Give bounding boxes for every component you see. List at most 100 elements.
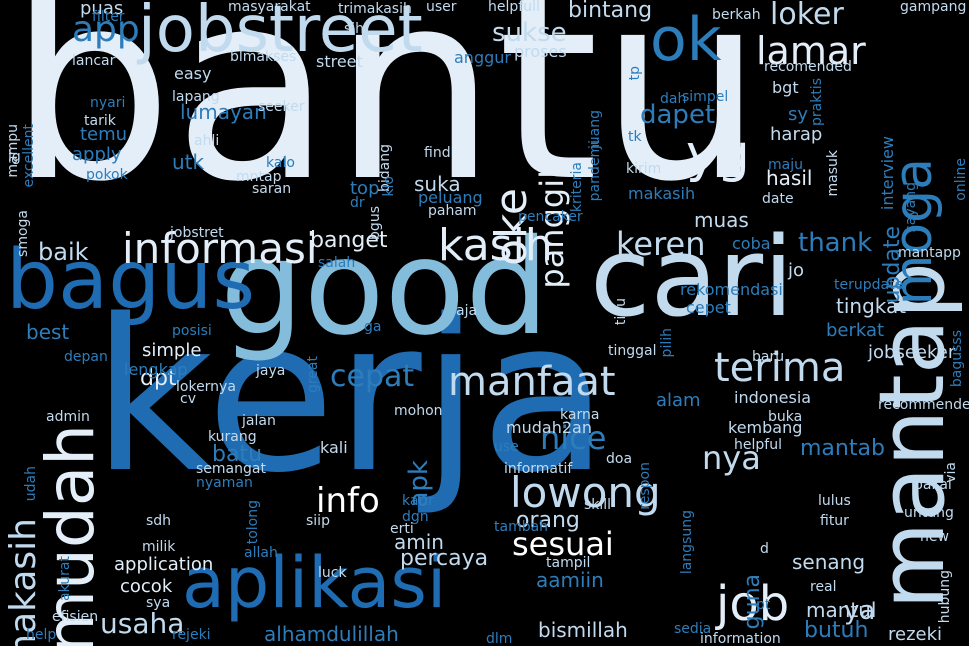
- word-jaya: jaya: [256, 363, 286, 379]
- word-find: find: [424, 145, 451, 161]
- word-senang: senang: [792, 550, 866, 574]
- word-indonesia: indonesia: [734, 388, 812, 407]
- word-untung: untung: [904, 505, 954, 521]
- word-new: new: [920, 529, 949, 545]
- word-juang: juang: [587, 110, 603, 150]
- word-bagus: bagus: [6, 233, 256, 328]
- word-maju: maju: [768, 157, 803, 173]
- word-sayang: sayang: [903, 182, 919, 233]
- word-masuk: masuk: [825, 150, 841, 197]
- word-fitur: fitur: [820, 513, 849, 529]
- word-masyarakat: masyarakat: [228, 0, 311, 15]
- word-gampang: gampang: [900, 0, 967, 15]
- word-sih: sih: [344, 21, 365, 37]
- word-online: online: [953, 158, 969, 201]
- word-tipu: tipu: [613, 298, 629, 326]
- word-rejeki: rejeki: [172, 627, 211, 643]
- word-coba: coba: [732, 234, 771, 253]
- word-bagusss: bagusss: [949, 330, 965, 388]
- word-siip: siip: [306, 513, 330, 529]
- word-best: best: [26, 320, 70, 344]
- word-kerja: kerja: [92, 274, 609, 519]
- word-butuh: butuh: [804, 618, 869, 643]
- word-kasih: kasih: [438, 220, 553, 271]
- word-usaha: usaha: [100, 607, 185, 640]
- word-mantul: mantul: [806, 598, 877, 622]
- word-panggil: panggil: [533, 170, 571, 289]
- word-anggur: anggur: [454, 48, 511, 67]
- word-date: date: [762, 191, 794, 207]
- word-help: help: [26, 627, 57, 643]
- word-nya: nya: [702, 439, 761, 477]
- word-jobstret: jobstret: [170, 225, 224, 241]
- word-good: good: [220, 211, 550, 365]
- word-aplikasi: aplikasi: [182, 542, 447, 624]
- word-doa: doa: [606, 451, 633, 467]
- word-orang: orang: [516, 508, 580, 533]
- word-dlm: dlm: [486, 631, 513, 646]
- word-kriteria: kriteria: [569, 162, 585, 213]
- word-puas: puas: [80, 0, 124, 19]
- word-tingkat: tingkat: [836, 294, 907, 318]
- word-kali: kali: [320, 438, 348, 457]
- word-mohon: mohon: [394, 403, 443, 419]
- word-cari: cari: [590, 213, 794, 341]
- word-app: app: [72, 9, 140, 50]
- word-nyari: nyari: [90, 95, 126, 111]
- word-tk: tk: [628, 129, 642, 145]
- word-bismillah: bismillah: [538, 618, 628, 642]
- word-ok: ok: [650, 5, 722, 75]
- word-thank: thank: [798, 228, 873, 258]
- word-pilih: pilih: [659, 328, 675, 358]
- word-lumayan: lumayan: [180, 100, 267, 124]
- word-recomended: recomended: [764, 59, 852, 75]
- word-rezeki: rezeki: [888, 624, 943, 645]
- word-mudah2an: mudah2an: [506, 418, 592, 437]
- word-tarik: tarik: [84, 113, 116, 129]
- word-excellent: excellent: [21, 124, 37, 188]
- word-tambah: tambah: [494, 519, 549, 535]
- word-lokernya: lokernya: [176, 379, 236, 395]
- word-percaya: percaya: [400, 546, 489, 571]
- word-hasil: hasil: [766, 166, 813, 190]
- word-muas: muas: [694, 208, 749, 232]
- word-loker: loker: [770, 0, 844, 32]
- word-lowong: lowong: [510, 468, 661, 517]
- word-suka: suka: [414, 172, 461, 196]
- word-batu: batu: [212, 442, 263, 467]
- word-nice: nice: [540, 419, 607, 457]
- word-nyaman: nyaman: [196, 475, 253, 491]
- word-allah: allah: [244, 545, 278, 561]
- word-pakai: pakai: [914, 477, 952, 493]
- word-paham: paham: [428, 203, 477, 219]
- word-klo: klo: [381, 176, 397, 197]
- word-filter: filter: [92, 9, 125, 25]
- word-manfaat: manfaat: [448, 359, 616, 405]
- word-recommended: recommended: [878, 397, 969, 413]
- word-sukse: sukse: [492, 18, 567, 48]
- word-cocok: cocok: [120, 576, 173, 597]
- word-admin: admin: [46, 409, 90, 425]
- word-tp: tp: [627, 66, 643, 81]
- word-milik: milik: [142, 539, 176, 555]
- word-luck: luck: [318, 565, 347, 581]
- word-sya: sya: [146, 595, 171, 611]
- word-utk: utk: [172, 150, 205, 174]
- word-langsung: langsung: [679, 510, 695, 575]
- word-sesuai: sesuai: [512, 525, 614, 563]
- word-bgt: bgt: [772, 78, 799, 97]
- word-alam: alam: [656, 390, 701, 411]
- word-use: use: [494, 439, 519, 455]
- word-application: application: [114, 554, 214, 575]
- word-lapang: lapang: [172, 89, 220, 105]
- word-kurang: kurang: [208, 429, 257, 445]
- word-bintang: bintang: [568, 0, 653, 23]
- word-dgn: dgn: [402, 509, 429, 525]
- word-real: real: [810, 579, 837, 595]
- word-informatif: informatif: [504, 461, 573, 477]
- word-info: info: [316, 481, 380, 521]
- word-mantapp: mantapp: [898, 245, 961, 261]
- word-baru: baru: [752, 349, 785, 365]
- word-cv: cv: [180, 391, 196, 407]
- word-ga: ga: [364, 319, 382, 335]
